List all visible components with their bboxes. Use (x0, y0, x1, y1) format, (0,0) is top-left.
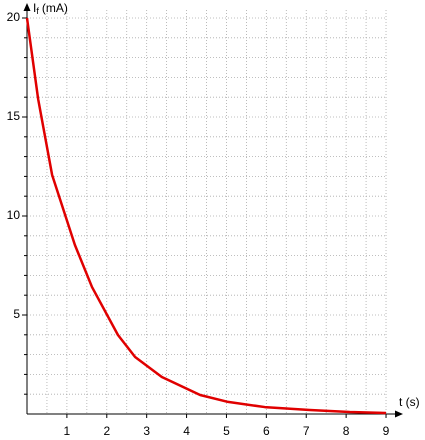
x-tick-label: 5 (223, 424, 230, 438)
x-axis-label: t (s) (399, 395, 420, 409)
data-line (25, 17, 387, 415)
x-tick-label: 2 (103, 424, 110, 438)
y-tick-label: 5 (13, 307, 20, 321)
x-tick-label: 6 (263, 424, 270, 438)
y-label-unit: (mA) (42, 1, 68, 15)
y-tick-label: 10 (7, 208, 21, 222)
y-axis-label: If (mA) (33, 1, 68, 16)
x-tick-label: 4 (183, 424, 190, 438)
y-label-main: I (33, 1, 36, 15)
x-tick-label: 8 (343, 424, 350, 438)
x-tick-label: 1 (64, 424, 71, 438)
x-tick-label: 7 (303, 424, 310, 438)
x-tick-label: 3 (143, 424, 150, 438)
y-tick-label: 15 (7, 109, 21, 123)
y-label-sub: f (36, 6, 39, 16)
x-tick-label: 9 (383, 424, 390, 438)
y-axis-arrow (23, 3, 31, 11)
y-tick-label: 20 (7, 10, 21, 24)
x-axis-arrow (395, 410, 403, 418)
